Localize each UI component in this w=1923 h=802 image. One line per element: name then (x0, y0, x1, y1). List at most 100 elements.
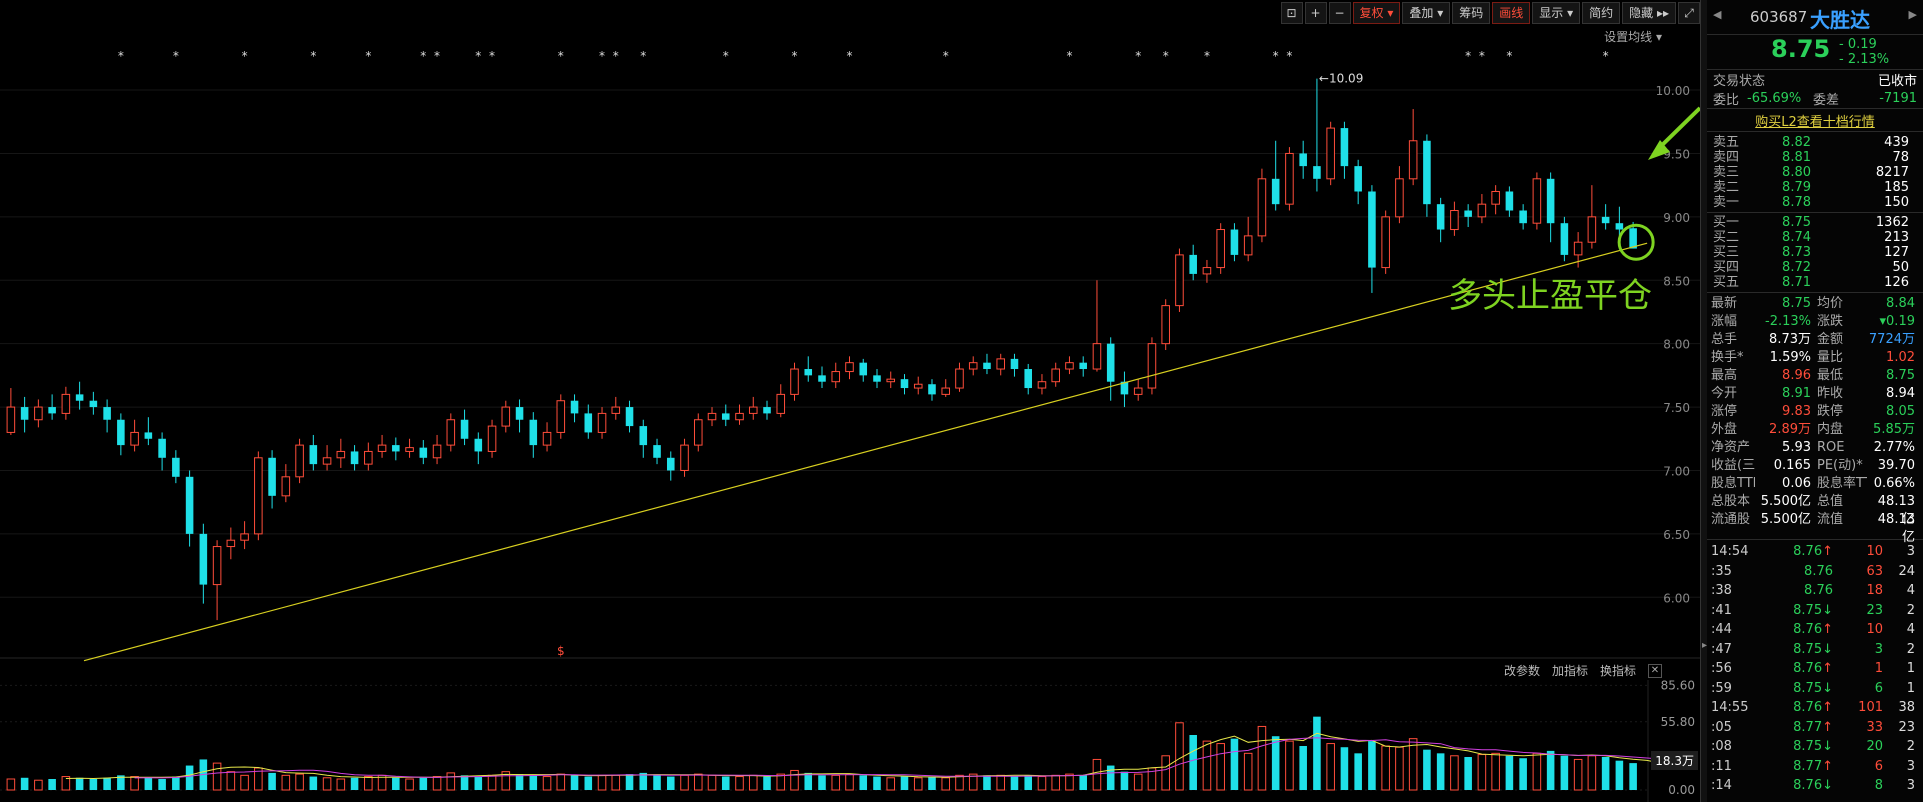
zoom-in-icon[interactable]: + (1304, 2, 1327, 24)
tick-time: :05 (1711, 719, 1732, 735)
sell-level[interactable]: 卖二 8.79 185 (1707, 180, 1923, 195)
tick-time: :38 (1711, 583, 1732, 598)
add-indicator-button[interactable]: 加指标 (1551, 664, 1588, 678)
buy-level[interactable]: 买二 8.74 213 (1707, 230, 1923, 245)
sell-level[interactable]: 卖一 8.78 150 (1707, 195, 1923, 210)
quote-label: 净资产 (1711, 440, 1751, 455)
tick-list[interactable]: 14:54 8.76↑ 10 3:35 8.76 63 24:38 8.76 18 4:41 8.7… (1707, 539, 1923, 796)
volume-bar (886, 777, 896, 791)
candle-body (1464, 210, 1472, 217)
ma-settings-button[interactable]: 设置均线 ▾ (1604, 30, 1662, 44)
candle-body (913, 383, 923, 389)
level-volume: 150 (1884, 195, 1909, 210)
buy-level[interactable]: 买三 8.73 127 (1707, 245, 1923, 260)
tick-volume: 18 (1866, 583, 1883, 598)
volume-bar (1133, 773, 1143, 791)
quote-label: 外盘 (1711, 422, 1738, 437)
sell-level[interactable]: 卖三 8.80 8217 (1707, 165, 1923, 180)
candle-body (1106, 343, 1115, 382)
quote-value: 8.05 (1886, 404, 1915, 419)
quote-value: 5.93 (1782, 440, 1811, 455)
indicator-bar: 改参数 加指标 换指标 ✕ (1504, 662, 1662, 679)
quote-value: 0.66% (1873, 476, 1915, 491)
overlay-button[interactable]: 叠加 ▾ (1402, 2, 1451, 24)
quote-label: 涨停 (1711, 404, 1738, 419)
close-icon[interactable]: ✕ (1648, 663, 1662, 678)
volume-bar (405, 778, 414, 791)
volume-bar (845, 773, 854, 791)
buy-level[interactable]: 买四 8.72 50 (1707, 260, 1923, 275)
l2-upgrade-link[interactable]: 购买L2查看十档行情 (1707, 109, 1923, 132)
up-arrow-icon: ↑ (1822, 700, 1833, 715)
volume-tick-label: 85.60 (1661, 678, 1695, 692)
tick-row: :08 8.75↓ 20 2 (1707, 737, 1923, 757)
quote-value: 5.500亿 (1760, 512, 1811, 527)
tick-count: 1 (1906, 661, 1915, 676)
candle-body (693, 419, 703, 446)
candle-body (653, 445, 661, 458)
buy-level[interactable]: 买一 8.75 1362 (1707, 215, 1923, 230)
volume-bar (721, 776, 730, 790)
tick-count: 3 (1906, 758, 1915, 774)
quote-value: 48.13亿 (1877, 512, 1915, 545)
event-marker: * (1286, 49, 1292, 63)
display-button[interactable]: 显示 ▾ (1532, 2, 1581, 24)
volume-bar (693, 773, 703, 791)
tick-price-value: 8.76 (1804, 563, 1833, 579)
fuquan-button[interactable]: 复权 ▾ (1352, 2, 1401, 24)
next-stock-icon[interactable]: ▶ (1908, 8, 1917, 21)
up-arrow-icon: ↑ (1822, 544, 1833, 559)
candle-body (873, 375, 881, 382)
candle-body (1079, 362, 1087, 370)
fullscreen-icon[interactable]: ⤢ (1678, 2, 1700, 24)
hide-button[interactable]: 隐藏 ▸▸ (1622, 2, 1676, 24)
buy-level[interactable]: 买五 8.71 126 (1707, 275, 1923, 290)
quote-label: 最新 (1711, 296, 1738, 311)
volume-bar (542, 776, 552, 791)
candle-body (350, 451, 359, 465)
candle-body (20, 407, 29, 420)
candle-body (748, 406, 758, 414)
level-price: 8.79 (1782, 180, 1811, 195)
tick-volume: 10 (1866, 544, 1883, 559)
volume-bar (1573, 758, 1583, 791)
candle-body (212, 546, 222, 586)
volume-bar (556, 773, 566, 791)
draw-line-button[interactable]: 画线 (1492, 2, 1531, 24)
change-params-button[interactable]: 改参数 (1503, 664, 1540, 678)
candle-body (75, 394, 84, 401)
candlestick-chart[interactable]: 10.00 9.50 9.00 8.50 8.00 7.50 7.00 6.50 6.00 85.… (0, 0, 1700, 802)
volume-bar (1532, 752, 1542, 791)
level-label: 买二 (1713, 230, 1740, 245)
volume-bar (1313, 716, 1321, 790)
tick-price: 8.75↓ (1769, 679, 1833, 699)
volume-bar (1587, 755, 1597, 791)
event-marker: * (943, 49, 949, 63)
volume-bar (818, 775, 826, 790)
chip-button[interactable]: 筹码 (1452, 2, 1491, 24)
volume-bar (1079, 775, 1087, 790)
volume-bar (1216, 743, 1225, 791)
sell-level[interactable]: 卖五 8.82 439 (1707, 135, 1923, 150)
event-marker: * (475, 49, 481, 63)
volume-bar (350, 777, 359, 790)
chart-area[interactable]: 10.00 9.50 9.00 8.50 8.00 7.50 7.00 6.50 6.00 85.… (0, 0, 1700, 802)
lock-icon[interactable]: ⊡ (1280, 2, 1303, 24)
candle-body (446, 419, 456, 446)
candle-body (515, 407, 524, 420)
tick-price-value: 8.76 (1793, 622, 1823, 637)
drag-handle-icon[interactable]: ▸ (1702, 640, 1708, 651)
zoom-out-icon[interactable]: − (1328, 2, 1351, 24)
prev-stock-icon[interactable]: ◀ (1713, 8, 1722, 21)
volume-bar (1505, 755, 1514, 790)
candle-body (1092, 343, 1102, 370)
volume-bar (130, 776, 139, 791)
volume-bar (61, 776, 71, 791)
price-tick-label: 6.50 (1663, 528, 1690, 542)
quote-label: 总值 (1817, 494, 1844, 509)
quote-label: 总股本 (1711, 494, 1751, 509)
simple-button[interactable]: 简约 (1582, 2, 1621, 24)
volume-bar (309, 776, 318, 790)
sell-level[interactable]: 卖四 8.81 78 (1707, 150, 1923, 165)
swap-indicator-button[interactable]: 换指标 (1599, 664, 1636, 678)
